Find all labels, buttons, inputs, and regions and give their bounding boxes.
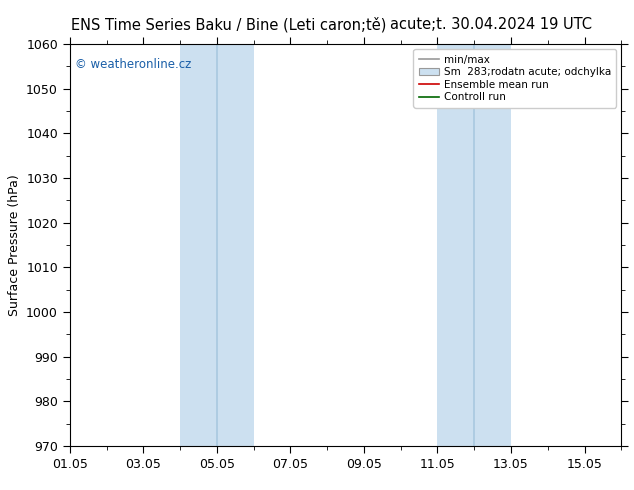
Text: © weatheronline.cz: © weatheronline.cz — [75, 58, 191, 71]
Text: ENS Time Series Baku / Bine (Leti caron;tě): ENS Time Series Baku / Bine (Leti caron;… — [70, 17, 386, 33]
Legend: min/max, Sm  283;rodatn acute; odchylka, Ensemble mean run, Controll run: min/max, Sm 283;rodatn acute; odchylka, … — [413, 49, 616, 107]
Text: acute;t. 30.04.2024 19 UTC: acute;t. 30.04.2024 19 UTC — [391, 17, 592, 32]
Bar — [437, 44, 511, 446]
Bar — [180, 44, 254, 446]
Y-axis label: Surface Pressure (hPa): Surface Pressure (hPa) — [8, 174, 20, 316]
